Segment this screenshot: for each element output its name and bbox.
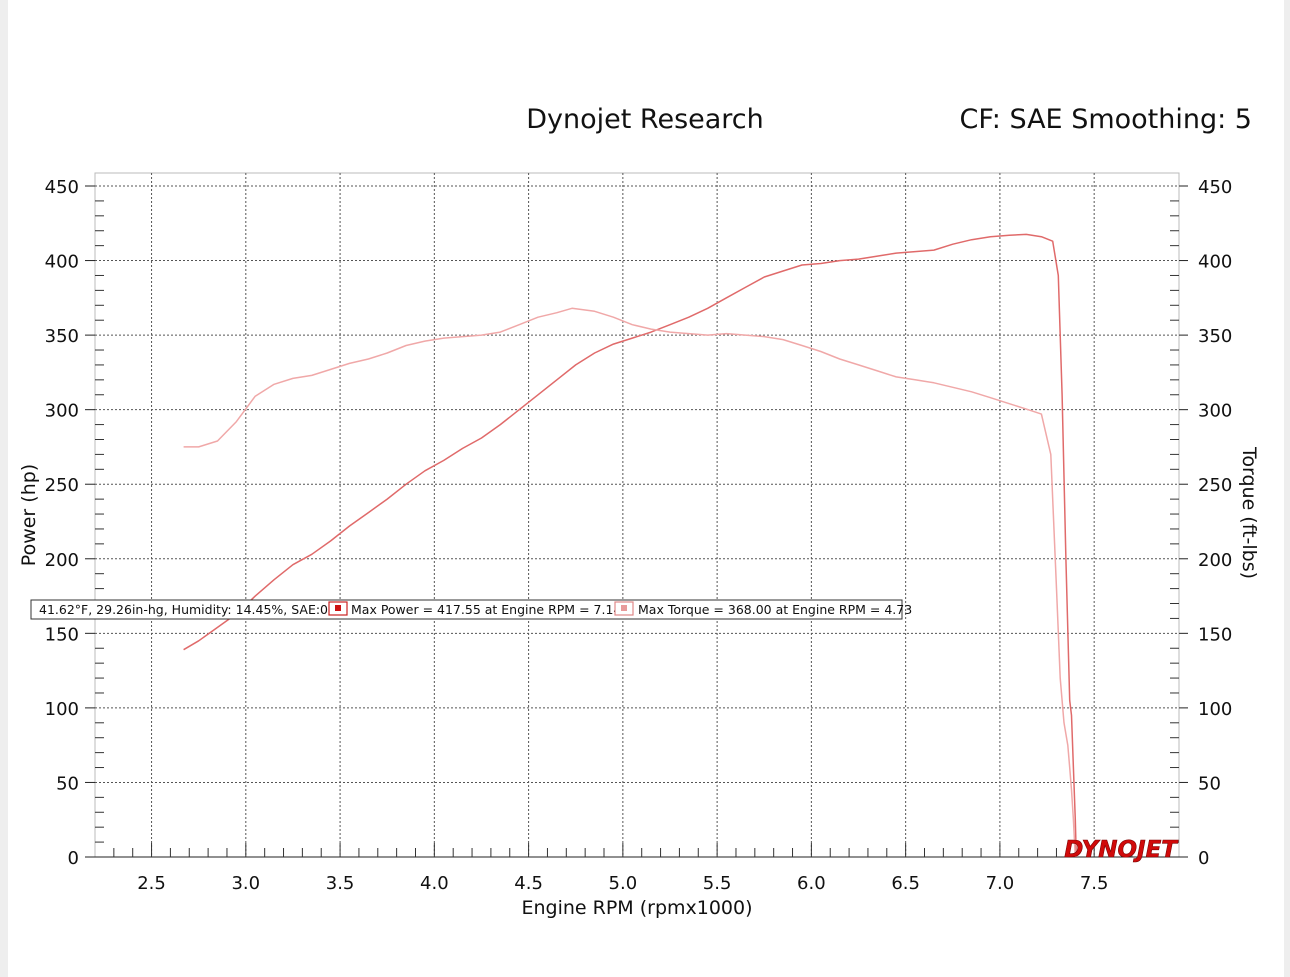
y-tick-label-right: 300 — [1198, 401, 1232, 422]
x-tick-label: 6.5 — [891, 873, 920, 894]
y-tick-label-right: 150 — [1198, 624, 1232, 645]
y-tick-label-right: 450 — [1198, 177, 1232, 198]
y-axis-left-label: Power (hp) — [18, 464, 40, 566]
legend-torque-marker — [621, 605, 627, 611]
legend: 41.62°F, 29.26in-hg, Humidity: 14.45%, S… — [30, 599, 912, 620]
y-tick-label-left: 450 — [45, 177, 79, 198]
x-tick-label: 2.5 — [137, 873, 166, 894]
y-tick-label-right: 0 — [1198, 848, 1209, 869]
x-axis-label: Engine RPM (rpmx1000) — [521, 897, 752, 919]
legend-power-marker — [335, 605, 341, 611]
x-tick-label: 3.0 — [231, 873, 260, 894]
x-tick-label: 5.0 — [609, 873, 638, 894]
chart-title: Dynojet Research — [526, 104, 764, 135]
y-tick-label-right: 350 — [1198, 326, 1232, 347]
y-tick-label-right: 200 — [1198, 550, 1232, 571]
y-axis-right-ticks: 0 50 100 150 200 250 300 350 400 450 — [1179, 177, 1232, 869]
y-axis-right-label: Torque (ft-lbs) — [1238, 446, 1260, 579]
y-tick-label-left: 200 — [45, 550, 79, 571]
y-tick-label-left: 400 — [45, 252, 79, 273]
x-axis-ticks: 2.5 3.0 3.5 4.0 4.5 5.0 5.5 6.0 6.5 7.0 7.5 — [137, 873, 1108, 894]
power-series-line — [183, 233, 1078, 858]
plot-area — [94, 172, 1180, 858]
y-tick-label-right: 400 — [1198, 252, 1232, 273]
dynojet-logo: DYNOJET — [1064, 837, 1179, 863]
y-tick-label-left: 100 — [45, 699, 79, 720]
y-tick-label-right: 250 — [1198, 475, 1232, 496]
grid-lines — [95, 173, 1179, 858]
y-tick-label-left: 350 — [45, 326, 79, 347]
y-tick-label-right: 100 — [1198, 699, 1232, 720]
legend-power: Max Power = 417.55 at Engine RPM = 7.14 — [351, 602, 621, 617]
chart-subtitle: CF: SAE Smoothing: 5 — [959, 104, 1252, 135]
legend-conditions: 41.62°F, 29.26in-hg, Humidity: 14.45%, S… — [39, 602, 348, 617]
y-tick-label-left: 0 — [68, 848, 79, 869]
minor-ticks — [95, 200, 1179, 857]
y-tick-label-left: 300 — [45, 401, 79, 422]
torque-series-line — [183, 307, 1077, 858]
y-axis-left-ticks: 0 50 100 150 200 250 300 350 400 450 — [45, 177, 95, 869]
x-tick-label: 5.5 — [703, 873, 732, 894]
x-tick-label: 6.0 — [797, 873, 826, 894]
y-tick-label-left: 250 — [45, 475, 79, 496]
x-tick-label: 4.0 — [420, 873, 449, 894]
legend-box — [30, 599, 903, 620]
x-tick-label: 3.5 — [326, 873, 355, 894]
y-tick-label-right: 50 — [1198, 773, 1221, 794]
y-tick-label-left: 150 — [45, 624, 79, 645]
x-tick-label: 7.5 — [1080, 873, 1109, 894]
y-tick-label-left: 50 — [56, 773, 79, 794]
x-tick-label: 4.5 — [514, 873, 543, 894]
series-layer — [183, 233, 1078, 858]
x-tick-label: 7.0 — [986, 873, 1015, 894]
legend-torque: Max Torque = 368.00 at Engine RPM = 4.73 — [638, 602, 912, 617]
